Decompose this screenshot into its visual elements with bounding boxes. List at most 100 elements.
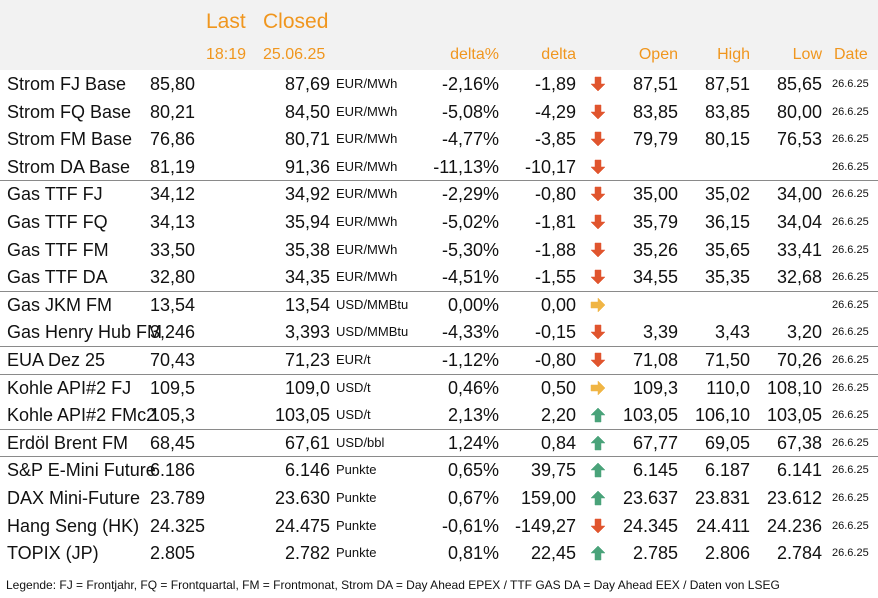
last-cell: 6.186	[150, 460, 196, 481]
high-cell: 24.411	[696, 515, 750, 536]
table-row: Gas TTF DA 32,80 34,35 EUR/MWh -4,51% -1,55 34…	[0, 263, 878, 291]
name-cell: Gas TTF FM	[7, 239, 109, 260]
unit-cell: USD/MMBtu	[336, 296, 409, 312]
closed-cell: 67,61	[284, 432, 330, 453]
delta-cell: 0,50	[540, 377, 576, 398]
table-row: Gas JKM FM 13,54 13,54 USD/MMBtu 0,00% 0,00 26…	[0, 291, 878, 319]
group-divider	[0, 346, 878, 347]
open-cell: 35,79	[632, 212, 678, 232]
low-cell: 70,26	[776, 350, 822, 370]
delta-cell: -0,80	[534, 350, 576, 370]
arrow-down-icon	[586, 236, 610, 264]
last-cell: 80,21	[150, 101, 196, 122]
table-row: Gas TTF FQ 34,13 35,94 EUR/MWh -5,02% -1,81 35…	[0, 208, 878, 236]
group-divider	[0, 373, 878, 375]
closed-cell: 6.146	[284, 460, 330, 481]
closed-cell: 34,92	[284, 184, 330, 205]
unit-cell: EUR/MWh	[336, 186, 398, 202]
delta-pct-cell: -11,13%	[433, 156, 499, 177]
legend-text: Legende: FJ = Frontjahr, FQ = Frontquart…	[6, 578, 780, 592]
delta-cell: -10,17	[524, 156, 576, 177]
delta-cell: -0,80	[534, 184, 576, 205]
arrow-down-icon	[586, 263, 610, 291]
delta-pct-cell: -1,12%	[441, 350, 499, 370]
delta-pct-cell: -0,61%	[441, 515, 499, 536]
delta-cell: -0,15	[534, 322, 576, 343]
date-header: Date	[834, 46, 868, 63]
arrow-right-icon	[586, 374, 610, 402]
delta-pct-cell: 1,24%	[447, 432, 499, 453]
closed-cell: 2.782	[284, 543, 330, 564]
open-cell: 35,26	[632, 239, 678, 260]
delta-cell: 2,20	[540, 405, 576, 426]
last-cell: 105,3	[150, 405, 196, 426]
table-row: Strom FQ Base 80,21 84,50 EUR/MWh -5,08% -4,2…	[0, 98, 878, 126]
arrow-up-icon	[586, 539, 610, 567]
last-cell: 13,54	[150, 294, 196, 315]
closed-cell: 13,54	[284, 294, 330, 315]
delta-cell: -1,88	[534, 239, 576, 260]
low-cell: 34,00	[776, 184, 822, 205]
delta-pct-header: delta%	[450, 46, 499, 63]
high-cell: 87,51	[704, 74, 750, 94]
delta-pct-cell: 0,65%	[447, 460, 499, 481]
date-cell: 26.6.25	[832, 436, 869, 449]
delta-pct-cell: 2,13%	[447, 405, 499, 426]
last-cell: 109,5	[150, 377, 196, 398]
group-divider	[0, 456, 878, 458]
open-cell: 34,55	[632, 267, 678, 288]
delta-header: delta	[541, 46, 576, 63]
delta-cell: -1,55	[534, 267, 576, 288]
delta-cell: -149,27	[514, 515, 576, 536]
name-cell: Strom FM Base	[7, 129, 133, 150]
unit-cell: USD/bbl	[336, 434, 385, 450]
delta-pct-cell: 0,67%	[447, 488, 499, 508]
name-cell: Gas JKM FM	[7, 294, 113, 315]
last-cell: 34,13	[150, 212, 196, 232]
low-cell: 2.784	[776, 543, 822, 564]
table-row: Erdöl Brent FM 68,45 67,61 USD/bbl 1,24% 0,84…	[0, 429, 878, 457]
high-cell: 69,05	[704, 432, 750, 453]
date-cell: 26.6.25	[832, 547, 869, 560]
last-cell: 3,246	[150, 322, 196, 343]
closed-cell: 23.630	[274, 488, 330, 508]
name-cell: Gas TTF FQ	[7, 212, 108, 232]
open-header: Open	[638, 46, 678, 63]
closed-cell: 35,94	[284, 212, 330, 232]
low-cell: 67,38	[776, 432, 822, 453]
last-header: Last	[206, 10, 246, 33]
delta-cell: 39,75	[530, 460, 576, 481]
low-cell: 33,41	[776, 239, 822, 260]
unit-cell: EUR/MWh	[336, 76, 398, 91]
open-cell: 6.145	[632, 460, 678, 481]
closed-cell: 87,69	[284, 74, 330, 94]
low-cell: 108,10	[766, 377, 822, 398]
closed-cell: 3,393	[284, 322, 330, 343]
group-divider	[0, 428, 878, 430]
unit-cell: Punkte	[336, 517, 377, 533]
high-header: High	[717, 46, 750, 63]
name-cell: Gas Henry Hub FM	[7, 322, 163, 343]
closed-header: Closed	[263, 10, 329, 33]
arrow-down-icon	[586, 98, 610, 126]
high-cell: 6.187	[704, 460, 750, 481]
last-time: 18:19	[206, 46, 247, 63]
name-cell: Strom FJ Base	[7, 74, 127, 94]
name-cell: Hang Seng (HK)	[7, 515, 140, 536]
high-cell: 106,10	[694, 405, 750, 426]
delta-cell: -1,81	[534, 212, 576, 232]
date-cell: 26.6.25	[832, 188, 869, 201]
last-cell: 70,43	[150, 350, 196, 370]
delta-cell: 159,00	[520, 488, 576, 508]
date-cell: 26.6.25	[832, 271, 869, 284]
arrow-down-icon	[586, 70, 610, 98]
table-row: Strom FM Base 76,86 80,71 EUR/MWh -4,77% -3,8…	[0, 125, 878, 153]
low-cell: 85,65	[776, 74, 822, 94]
unit-cell: EUR/MWh	[336, 241, 398, 257]
closed-cell: 80,71	[284, 129, 330, 150]
closed-cell: 103,05	[274, 405, 330, 426]
open-cell: 3,39	[642, 322, 678, 343]
delta-cell: -3,85	[534, 129, 576, 150]
unit-cell: USD/t	[336, 379, 371, 395]
high-cell: 83,85	[704, 101, 750, 122]
